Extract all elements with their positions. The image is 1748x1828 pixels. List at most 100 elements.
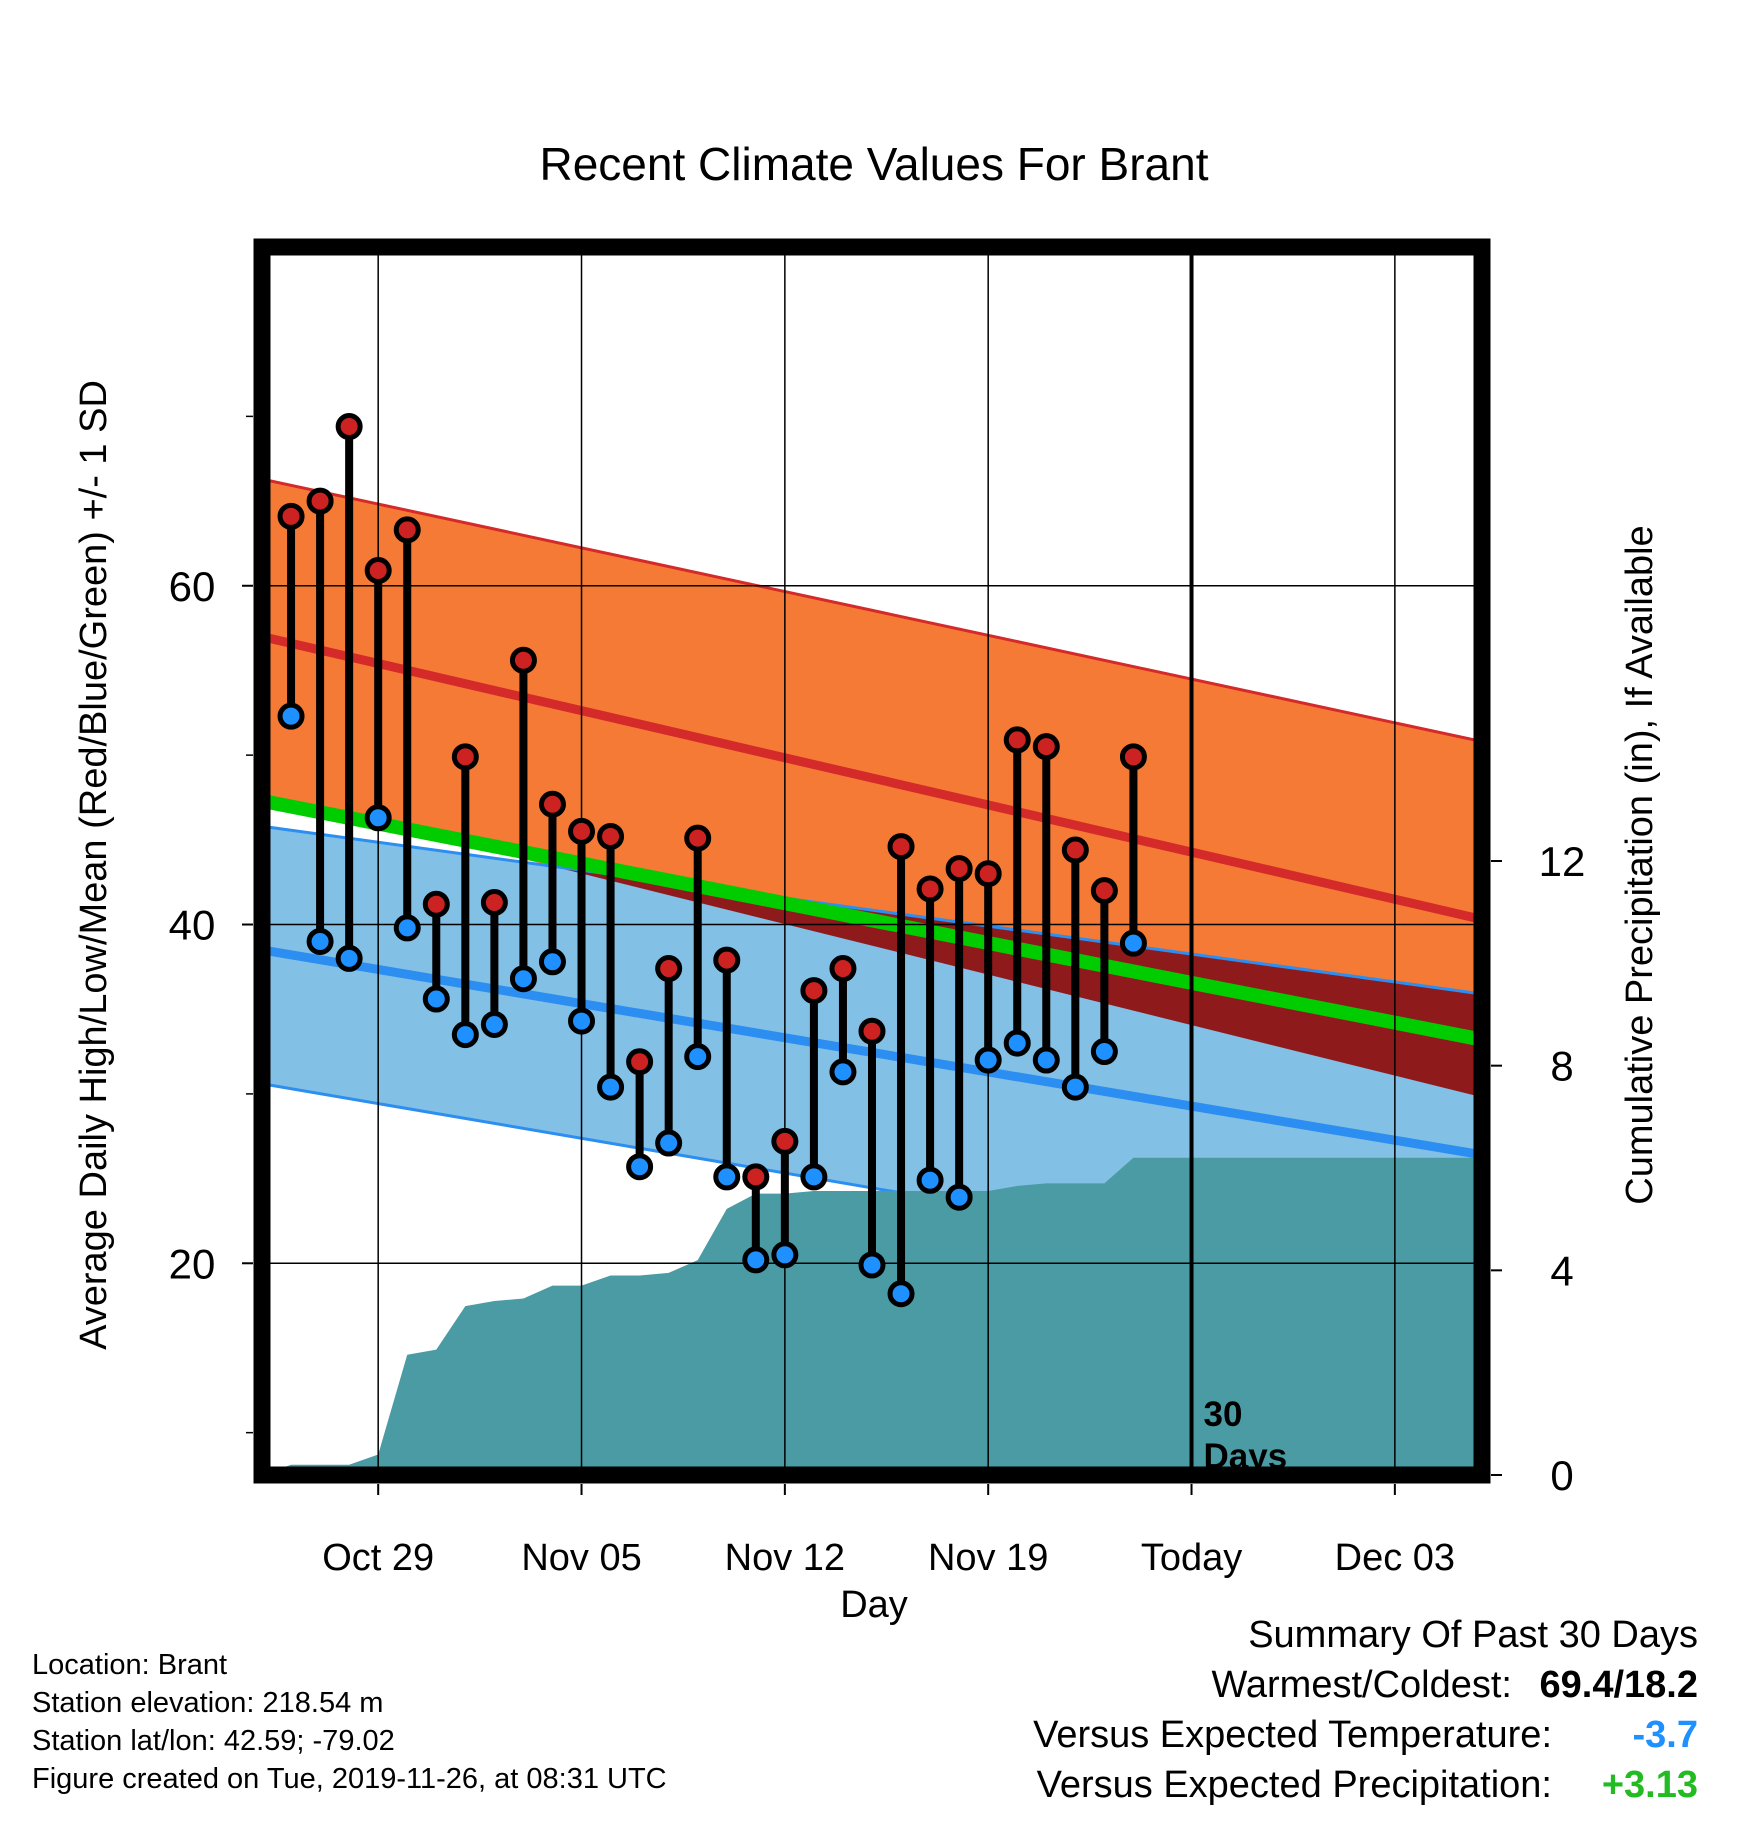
obs-low-point-23 <box>916 1166 944 1194</box>
y2-tick-label-12: 12 <box>1539 838 1586 885</box>
x-tick-label-today: Today <box>1141 1537 1242 1579</box>
obs-high-point-9 <box>509 646 537 674</box>
obs-high-point-22 <box>887 833 915 861</box>
obs-low-point-4 <box>364 804 392 832</box>
obs-low-point-20 <box>829 1058 857 1086</box>
obs-low-point-16 <box>713 1163 741 1191</box>
obs-low-point-27 <box>1032 1046 1060 1074</box>
latlon-text: Station lat/lon: 42.59; -79.02 <box>32 1725 395 1757</box>
obs-high-point-18 <box>771 1127 799 1155</box>
obs-high-point-24 <box>945 855 973 883</box>
obs-low-point-1 <box>277 702 305 730</box>
warm-cold-label: Warmest/Coldest: <box>1211 1664 1512 1706</box>
obs-high-point-12 <box>597 822 625 850</box>
obs-high-point-10 <box>538 790 566 818</box>
x-tick-label-nov-19: Nov 19 <box>928 1537 1048 1579</box>
obs-low-point-24 <box>945 1183 973 1211</box>
obs-low-point-3 <box>335 944 363 972</box>
obs-high-point-21 <box>858 1017 886 1045</box>
summary-precip-row: Versus Expected Precipitation: +3.13 <box>1033 1760 1698 1810</box>
obs-low-point-5 <box>393 914 421 942</box>
obs-low-point-8 <box>480 1010 508 1038</box>
y2-axis-label: Cumulative Precipitation (in), If Availa… <box>1619 525 1661 1204</box>
obs-high-point-6 <box>422 890 450 918</box>
obs-high-point-20 <box>829 955 857 983</box>
summary-title: Summary Of Past 30 Days <box>1248 1614 1698 1656</box>
obs-high-point-5 <box>393 516 421 544</box>
y2-tick-label-4: 4 <box>1550 1247 1573 1294</box>
x-axis-label: Day <box>840 1584 908 1626</box>
obs-high-point-30 <box>1119 743 1147 771</box>
precip-anomaly-label: Versus Expected Precipitation: <box>1036 1764 1552 1806</box>
obs-low-point-21 <box>858 1251 886 1279</box>
obs-low-point-19 <box>800 1163 828 1191</box>
obs-low-point-26 <box>1003 1029 1031 1057</box>
summary-panel: Summary Of Past 30 Days Warmest/Coldest:… <box>1033 1610 1698 1810</box>
temp-anomaly-value: -3.7 <box>1632 1714 1698 1756</box>
plot-frame <box>253 238 1491 1484</box>
obs-high-point-23 <box>916 875 944 903</box>
high-normal-band <box>262 479 1482 1098</box>
obs-high-point-16 <box>713 946 741 974</box>
obs-high-point-29 <box>1090 877 1118 905</box>
created-text: Figure created on Tue, 2019-11-26, at 08… <box>32 1763 667 1795</box>
obs-high-point-17 <box>742 1163 770 1191</box>
obs-low-point-6 <box>422 985 450 1013</box>
x-tick-label-oct-29: Oct 29 <box>322 1537 434 1579</box>
obs-low-point-30 <box>1119 929 1147 957</box>
obs-high-point-11 <box>568 817 596 845</box>
obs-high-point-26 <box>1003 726 1031 754</box>
obs-high-point-15 <box>684 824 712 852</box>
obs-high-point-28 <box>1061 836 1089 864</box>
obs-high-point-27 <box>1032 733 1060 761</box>
y-tick-label-40: 40 <box>169 902 216 949</box>
summary-warm-cold-row: Warmest/Coldest: 69.4/18.2 <box>1033 1660 1698 1710</box>
obs-low-point-22 <box>887 1280 915 1308</box>
today-label-line1: 30 <box>1204 1395 1243 1434</box>
x-tick-label-nov-05: Nov 05 <box>521 1537 641 1579</box>
x-tick-label-dec-03: Dec 03 <box>1335 1537 1455 1579</box>
warm-cold-value: 69.4/18.2 <box>1539 1664 1698 1706</box>
obs-high-point-13 <box>626 1048 654 1076</box>
obs-low-point-7 <box>451 1021 479 1049</box>
station-info: Location: Brant Station elevation: 218.5… <box>32 1646 667 1798</box>
obs-low-point-17 <box>742 1246 770 1274</box>
obs-high-point-1 <box>277 502 305 530</box>
x-tick-label-nov-12: Nov 12 <box>725 1537 845 1579</box>
obs-low-point-11 <box>568 1007 596 1035</box>
normal-high-line <box>262 632 1482 924</box>
obs-low-point-28 <box>1061 1073 1089 1101</box>
obs-low-point-25 <box>974 1046 1002 1074</box>
precipitation-area <box>262 1157 1482 1475</box>
obs-high-point-4 <box>364 557 392 585</box>
summary-temp-row: Versus Expected Temperature: -3.7 <box>1033 1710 1698 1760</box>
chart-title: Recent Climate Values For Brant <box>540 138 1209 190</box>
obs-low-point-2 <box>306 927 334 955</box>
obs-high-point-3 <box>335 413 363 441</box>
precip-anomaly-value: +3.13 <box>1601 1764 1698 1806</box>
obs-high-point-7 <box>451 743 479 771</box>
y-tick-label-60: 60 <box>169 563 216 610</box>
elevation-text: Station elevation: 218.54 m <box>32 1687 384 1719</box>
y2-tick-label-0: 0 <box>1550 1452 1573 1499</box>
obs-high-point-8 <box>480 888 508 916</box>
obs-low-point-10 <box>538 948 566 976</box>
obs-high-point-2 <box>306 487 334 515</box>
high-upper-line <box>262 477 1482 744</box>
obs-low-point-9 <box>509 965 537 993</box>
y2-tick-label-8: 8 <box>1550 1043 1573 1090</box>
obs-high-point-14 <box>655 955 683 983</box>
obs-low-point-29 <box>1090 1038 1118 1066</box>
obs-low-point-14 <box>655 1129 683 1157</box>
obs-high-point-19 <box>800 977 828 1005</box>
obs-low-point-13 <box>626 1153 654 1181</box>
y-tick-label-20: 20 <box>169 1240 216 1287</box>
temp-anomaly-label: Versus Expected Temperature: <box>1033 1714 1552 1756</box>
obs-low-point-12 <box>597 1073 625 1101</box>
obs-high-point-25 <box>974 860 1002 888</box>
obs-low-point-18 <box>771 1241 799 1269</box>
obs-low-point-15 <box>684 1043 712 1071</box>
location-text: Location: Brant <box>32 1649 228 1681</box>
